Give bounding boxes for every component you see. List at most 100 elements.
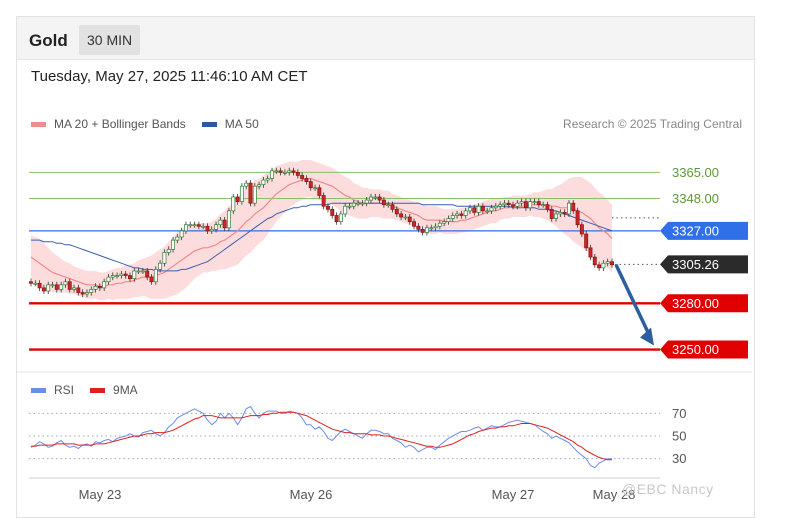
candle — [351, 200, 356, 210]
candle — [519, 198, 524, 207]
candle — [67, 278, 72, 293]
candle — [158, 260, 163, 273]
bollinger-band — [31, 160, 612, 301]
candle-body — [37, 282, 42, 289]
x-tick-label: May 27 — [492, 487, 535, 502]
candle-body — [330, 208, 335, 216]
candle — [326, 203, 330, 213]
candle-body — [132, 270, 137, 279]
candle — [536, 198, 541, 208]
candle — [610, 258, 614, 268]
candle — [377, 193, 382, 204]
candle — [541, 201, 546, 208]
legend-label-9ma: 9MA — [113, 383, 138, 397]
candle-body — [300, 175, 305, 179]
candle — [128, 272, 132, 282]
rsi-tick-50: 50 — [672, 429, 686, 444]
candle-body — [313, 187, 317, 190]
candle-body — [76, 287, 81, 293]
candle — [110, 272, 115, 281]
candle — [231, 193, 236, 214]
candle — [97, 283, 102, 291]
candle-body — [41, 287, 46, 292]
candle — [136, 267, 141, 275]
candle-body — [244, 182, 249, 187]
candle-body — [351, 202, 356, 207]
candle — [480, 203, 485, 214]
candle — [115, 272, 120, 279]
candle — [46, 281, 51, 295]
candle — [579, 221, 584, 238]
candle — [270, 167, 274, 182]
candle — [493, 203, 498, 211]
candle — [59, 281, 64, 293]
candle — [54, 281, 59, 293]
candle — [369, 193, 373, 204]
candle-body — [201, 225, 206, 228]
candle — [446, 215, 451, 225]
candle-body — [80, 292, 85, 295]
candle-body — [429, 227, 434, 230]
candle — [463, 207, 468, 219]
candle — [429, 224, 434, 231]
candle-body — [536, 201, 541, 206]
level-tag-3250.00 — [660, 340, 748, 359]
level-label-3280.00: 3280.00 — [672, 296, 719, 311]
candle — [201, 223, 206, 230]
candle — [235, 193, 240, 205]
candle — [597, 261, 602, 271]
candle — [179, 227, 184, 241]
timeframe-button[interactable]: 30 MIN — [79, 25, 141, 55]
rsi-tick-70: 70 — [672, 406, 686, 421]
candle — [93, 283, 98, 293]
candle-body — [545, 204, 550, 210]
candle-body — [235, 196, 240, 202]
candle-body — [326, 205, 330, 210]
level-label-3305.26: 3305.26 — [672, 257, 719, 272]
candle-body — [498, 204, 503, 207]
candle — [364, 197, 369, 207]
candle-body — [549, 208, 554, 219]
candle-body — [571, 202, 576, 212]
candle-body — [592, 256, 597, 266]
candle — [300, 172, 305, 182]
legend-label-bollinger: MA 20 + Bollinger Bands — [54, 117, 186, 131]
candle — [89, 286, 94, 296]
candle — [175, 233, 180, 244]
candle-body — [579, 224, 584, 235]
asset-name: Gold — [29, 31, 68, 50]
candle — [196, 221, 201, 230]
candle-body — [450, 215, 455, 219]
level-label-3327.00: 3327.00 — [672, 223, 719, 238]
candle-body — [218, 219, 223, 226]
candle — [252, 183, 257, 207]
candle-body — [97, 286, 102, 289]
candle-body — [403, 216, 408, 219]
candle-body — [63, 281, 68, 286]
legend-swatch-rsi — [31, 387, 46, 393]
candle — [257, 181, 262, 190]
candle-body — [158, 262, 163, 270]
candle-body — [515, 202, 520, 207]
candle — [489, 204, 494, 214]
candle-body — [46, 284, 51, 292]
candle-body — [356, 202, 361, 205]
candle — [558, 209, 563, 218]
main-legend: MA 20 + Bollinger Bands MA 50 — [31, 117, 259, 131]
forecast-arrow-head — [640, 327, 654, 346]
candle-body — [50, 284, 55, 287]
candle — [291, 167, 296, 176]
candle-body — [347, 205, 352, 208]
candle — [274, 167, 279, 174]
ma50-line — [31, 202, 613, 272]
candle-body — [192, 224, 197, 227]
candle-body — [575, 210, 580, 226]
candle-body — [166, 249, 171, 253]
candle — [347, 203, 352, 210]
candle-body — [407, 216, 412, 222]
candle — [562, 209, 567, 218]
candle-body — [304, 178, 309, 182]
legend-swatch-9ma — [90, 387, 106, 393]
candle — [330, 206, 335, 219]
candle-body — [424, 227, 429, 233]
